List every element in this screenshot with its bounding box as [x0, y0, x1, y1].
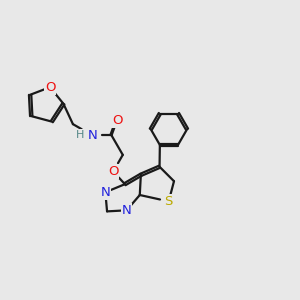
Text: O: O [112, 114, 122, 127]
Text: S: S [164, 195, 173, 208]
Text: N: N [122, 204, 131, 217]
Text: H: H [76, 130, 84, 140]
Text: O: O [45, 81, 55, 94]
Text: O: O [108, 165, 119, 178]
Text: N: N [88, 129, 97, 142]
Text: N: N [100, 186, 110, 199]
